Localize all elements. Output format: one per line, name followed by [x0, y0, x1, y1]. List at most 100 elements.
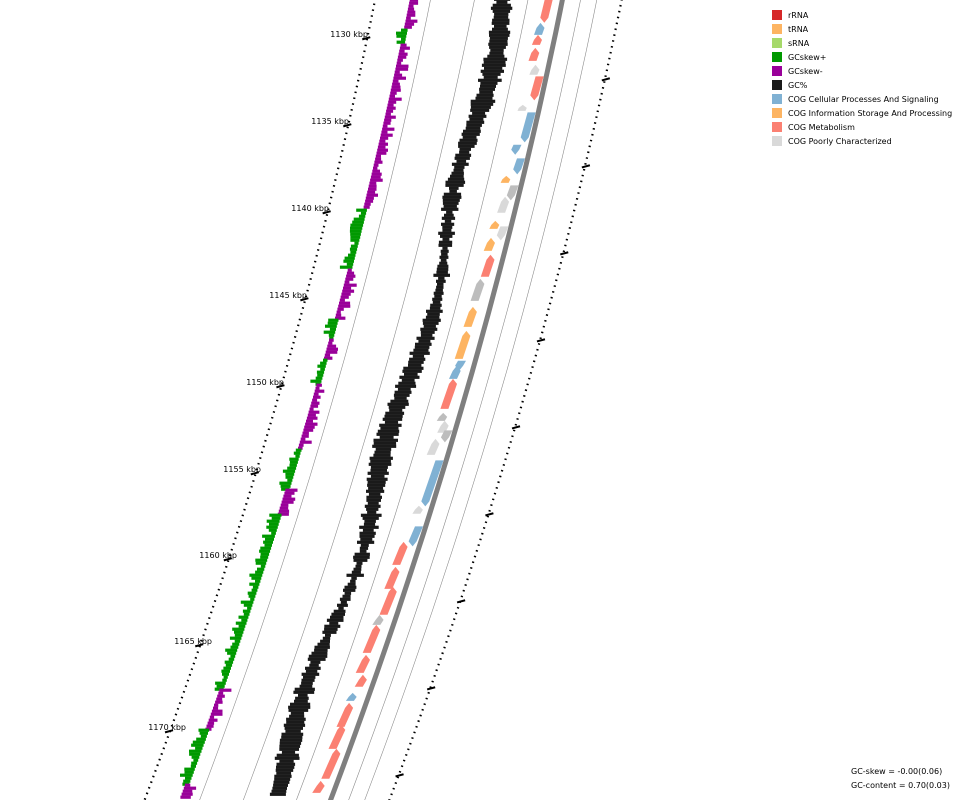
- gc-content-bar: [373, 453, 391, 457]
- gc-skew-positive-bar: [232, 627, 245, 631]
- gc-content-bar: [394, 396, 407, 400]
- gc-skew-positive-bar: [280, 484, 291, 488]
- gc-skew-negative-bar: [278, 509, 290, 513]
- gc-content-bar: [340, 600, 347, 604]
- gc-content-bar: [317, 642, 330, 646]
- gc-skew-negative-bar: [385, 112, 391, 116]
- outer-major-tick: [536, 338, 546, 343]
- gc-content-bar: [438, 243, 453, 247]
- gc-content-bar: [401, 378, 415, 382]
- gc-content-bar: [286, 717, 306, 721]
- outer-major-tick: [581, 164, 591, 169]
- gc-content-bar: [359, 546, 369, 550]
- legend-label: rRNA: [788, 10, 809, 20]
- gc-skew-positive-bar: [250, 597, 255, 601]
- gc-skew-negative-bar: [369, 181, 377, 185]
- gc-content-bar: [470, 99, 496, 103]
- gc-skew-negative-bar: [388, 97, 402, 101]
- gc-skew-negative-bar: [388, 100, 397, 104]
- gc-skew-negative-bar: [313, 395, 321, 399]
- gc-skew-positive-bar: [350, 223, 364, 227]
- gc-skew-positive-bar: [228, 657, 235, 661]
- gc-content-bar: [442, 198, 460, 202]
- gc-skew-negative-bar: [365, 196, 374, 200]
- gc-skew-negative-bar: [216, 697, 223, 701]
- gc-content-bar: [314, 648, 328, 652]
- ruler-major-tick: [250, 471, 260, 476]
- gc-content-bar: [299, 684, 313, 688]
- gc-skew-positive-bar: [260, 552, 270, 556]
- cog-information-feature: [454, 330, 471, 359]
- gc-skew-positive-bar: [234, 633, 243, 637]
- gc-content-bar: [368, 492, 381, 496]
- gc-content-bar: [294, 699, 308, 703]
- gc-content-bar: [279, 759, 294, 763]
- gc-skew-negative-bar: [299, 440, 312, 444]
- cog-poorly-characterized-feature: [437, 420, 449, 433]
- gc-skew-positive-bar: [249, 573, 263, 577]
- gc-content-bar: [465, 126, 481, 130]
- gc-skew-negative-bar: [375, 157, 382, 161]
- gc-content-bar: [379, 423, 402, 427]
- gc-content-bar: [380, 426, 399, 430]
- gc-content-bar: [310, 660, 321, 664]
- gc-skew-positive-bar: [196, 737, 206, 741]
- gc-content-bar: [476, 93, 494, 97]
- gc-content-bar: [489, 36, 508, 40]
- gc-content-bar: [374, 450, 391, 454]
- gc-content-bar: [483, 60, 506, 64]
- gc-skew-positive-bar: [223, 666, 231, 670]
- gc-skew-negative-bar: [377, 148, 388, 152]
- gc-skew-track: [180, 0, 419, 799]
- gc-skew-positive-bar: [310, 379, 322, 383]
- gc-content-bar: [284, 726, 303, 730]
- gc-content-bar: [438, 231, 455, 235]
- gc-content-bar: [320, 639, 330, 643]
- legend-label: sRNA: [788, 38, 810, 48]
- cog-poorly-characterized-feature: [426, 438, 440, 455]
- gc-content-bar: [301, 678, 315, 682]
- gc-content-bar: [343, 588, 356, 592]
- gc-content-bar: [470, 105, 491, 109]
- gc-content-bar: [453, 168, 464, 172]
- gc-content-bar: [367, 510, 377, 514]
- gc-skew-positive-bar: [260, 546, 272, 550]
- cog-metabolism-feature: [531, 34, 542, 45]
- gc-skew-negative-bar: [409, 0, 419, 2]
- gc-content-bar: [347, 582, 356, 586]
- gc-skew-negative-bar: [375, 154, 381, 158]
- gc-skew-negative-bar: [305, 422, 318, 426]
- gc-skew-negative-bar: [378, 142, 388, 146]
- gc-content-bar: [279, 744, 301, 748]
- gc-skew-negative-bar: [391, 85, 401, 89]
- gc-skew-negative-bar: [396, 64, 409, 68]
- gc-content-bar: [425, 315, 440, 319]
- legend-item: GCskew+: [772, 50, 952, 64]
- gc-content-bar: [441, 216, 456, 220]
- gc-content-bar: [346, 573, 364, 577]
- gc-skew-negative-bar: [210, 712, 223, 716]
- gc-content-bar: [289, 714, 305, 718]
- gc-content-bar: [433, 291, 444, 295]
- gc-content-bar: [322, 636, 331, 640]
- gc-content-bar: [478, 78, 502, 82]
- gc-content-bar: [314, 645, 330, 649]
- legend-swatch: [772, 24, 782, 34]
- gc-skew-positive-bar: [339, 265, 353, 269]
- gc-content-bar: [481, 63, 506, 67]
- cog-cellular-feature: [449, 365, 461, 379]
- gc-skew-negative-bar: [343, 286, 352, 290]
- gc-content-bar: [342, 594, 351, 598]
- gc-skew-positive-bar: [241, 618, 248, 622]
- gc-skew-negative-bar: [328, 341, 333, 345]
- gc-skew-positive-bar: [229, 636, 242, 640]
- gc-content-bar: [403, 366, 424, 370]
- gc-skew-positive-bar: [262, 534, 275, 538]
- gc-content-bar: [384, 420, 399, 424]
- gc-skew-negative-bar: [211, 709, 223, 713]
- gc-content-bar: [367, 480, 386, 484]
- gc-content-bar: [305, 669, 318, 673]
- gc-skew-positive-bar: [282, 469, 296, 473]
- cog-cellular-feature: [513, 158, 525, 175]
- legend-item: COG Poorly Characterized: [772, 134, 952, 148]
